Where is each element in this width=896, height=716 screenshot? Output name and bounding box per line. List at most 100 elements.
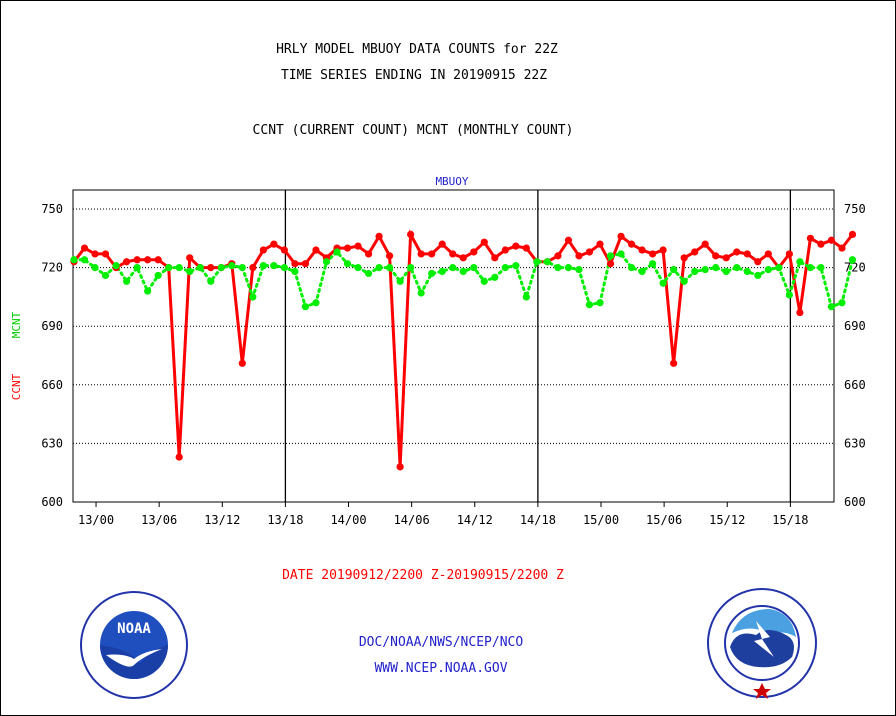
x-tick-label: 13/18: [267, 513, 303, 527]
point-ccnt: [407, 230, 415, 238]
point-ccnt: [301, 260, 310, 268]
nws-logo: [707, 588, 817, 699]
point-ccnt: [417, 250, 425, 258]
x-tick-labels: 13/00 13/06 13/12 13/18 14/00 14/06 14/12 14/18…: [78, 502, 808, 527]
x-tick-label: 15/06: [646, 513, 682, 527]
point-mcnt: [606, 252, 615, 260]
y-tick-labels: 600 600 630 630 660 660 690 690 720 720 750 750: [41, 202, 865, 509]
point-mcnt: [659, 279, 667, 287]
point-mcnt: [480, 277, 488, 285]
point-ccnt: [491, 254, 499, 262]
point-ccnt: [512, 242, 520, 250]
point-mcnt: [827, 303, 836, 311]
point-ccnt: [249, 264, 257, 272]
point-ccnt: [796, 308, 804, 317]
point-ccnt: [101, 250, 110, 258]
point-mcnt: [712, 264, 720, 272]
point-ccnt: [459, 254, 467, 262]
point-mcnt: [585, 301, 594, 309]
point-mcnt: [354, 264, 362, 272]
point-mcnt: [680, 277, 688, 285]
point-mcnt: [133, 264, 141, 272]
point-ccnt: [585, 248, 594, 256]
point-mcnt: [407, 264, 415, 272]
point-mcnt: [91, 264, 99, 272]
point-ccnt: [733, 248, 741, 256]
y-tick-label-right: 660: [844, 378, 866, 392]
x-tick-label: 15/00: [583, 513, 619, 527]
point-mcnt: [112, 262, 120, 270]
point-ccnt: [722, 254, 730, 262]
y-tick-label-right: 690: [844, 319, 866, 333]
point-ccnt: [343, 244, 352, 252]
x-tick-label: 15/12: [709, 513, 745, 527]
point-mcnt: [123, 277, 131, 285]
point-mcnt: [175, 264, 183, 272]
point-ccnt: [522, 244, 530, 252]
y-label-ccnt: CCNT: [10, 373, 23, 400]
point-mcnt: [449, 264, 457, 272]
point-mcnt: [386, 264, 394, 272]
y-tick-label-right: 720: [844, 261, 866, 275]
x-tick-label: 15/18: [772, 513, 808, 527]
noaa-logo-text: NOAA: [117, 621, 151, 637]
point-ccnt: [480, 238, 488, 246]
point-ccnt: [207, 264, 215, 272]
point-ccnt: [238, 359, 246, 367]
x-tick-label: 13/12: [204, 513, 240, 527]
point-ccnt: [817, 240, 825, 248]
point-mcnt: [796, 258, 804, 266]
point-ccnt: [848, 230, 857, 238]
point-ccnt: [186, 254, 194, 262]
point-ccnt: [438, 240, 446, 248]
y-tick-label-left: 600: [41, 495, 63, 509]
point-ccnt: [91, 250, 99, 258]
point-mcnt: [775, 264, 783, 272]
point-mcnt: [733, 264, 741, 272]
point-mcnt: [470, 264, 478, 272]
y-tick-label-right: 630: [844, 436, 866, 450]
point-mcnt: [543, 258, 552, 266]
point-ccnt: [806, 234, 815, 242]
point-ccnt: [627, 240, 636, 248]
point-mcnt: [848, 256, 857, 264]
point-mcnt: [80, 256, 89, 264]
x-tick-label: 14/18: [520, 513, 556, 527]
point-ccnt: [396, 463, 404, 471]
y-tick-label-left: 750: [41, 202, 63, 216]
panel-label: MBUOY: [435, 175, 468, 188]
point-mcnt: [207, 277, 215, 285]
point-ccnt: [764, 250, 772, 258]
point-mcnt: [512, 262, 520, 270]
point-ccnt: [785, 250, 793, 258]
point-ccnt: [680, 254, 688, 262]
point-mcnt: [364, 269, 373, 278]
point-ccnt: [596, 240, 604, 248]
point-mcnt: [743, 267, 751, 276]
point-ccnt: [649, 250, 657, 258]
y-tick-label-left: 660: [41, 378, 63, 392]
point-ccnt: [449, 250, 457, 258]
point-ccnt: [280, 246, 288, 254]
point-ccnt: [133, 256, 141, 264]
point-mcnt: [375, 264, 383, 272]
point-mcnt: [617, 250, 625, 258]
point-ccnt: [428, 250, 436, 258]
point-mcnt: [280, 264, 288, 272]
point-ccnt: [606, 260, 615, 268]
point-mcnt: [270, 262, 278, 270]
chart-subtitle: CCNT (CURRENT COUNT) MCNT (MONTHLY COUNT…: [253, 123, 574, 138]
point-mcnt: [554, 264, 562, 272]
point-mcnt: [722, 267, 730, 276]
point-mcnt: [291, 267, 299, 276]
point-mcnt: [596, 299, 604, 307]
point-mcnt: [312, 299, 320, 307]
y-tick-label-left: 690: [41, 319, 63, 333]
point-ccnt: [375, 232, 383, 240]
point-mcnt: [70, 256, 78, 264]
point-ccnt: [291, 260, 299, 268]
footer-org: DOC/NOAA/NWS/NCEP/NCO: [359, 635, 524, 650]
point-mcnt: [649, 260, 657, 268]
point-ccnt: [123, 258, 131, 266]
y-tick-label-left: 630: [41, 436, 63, 450]
